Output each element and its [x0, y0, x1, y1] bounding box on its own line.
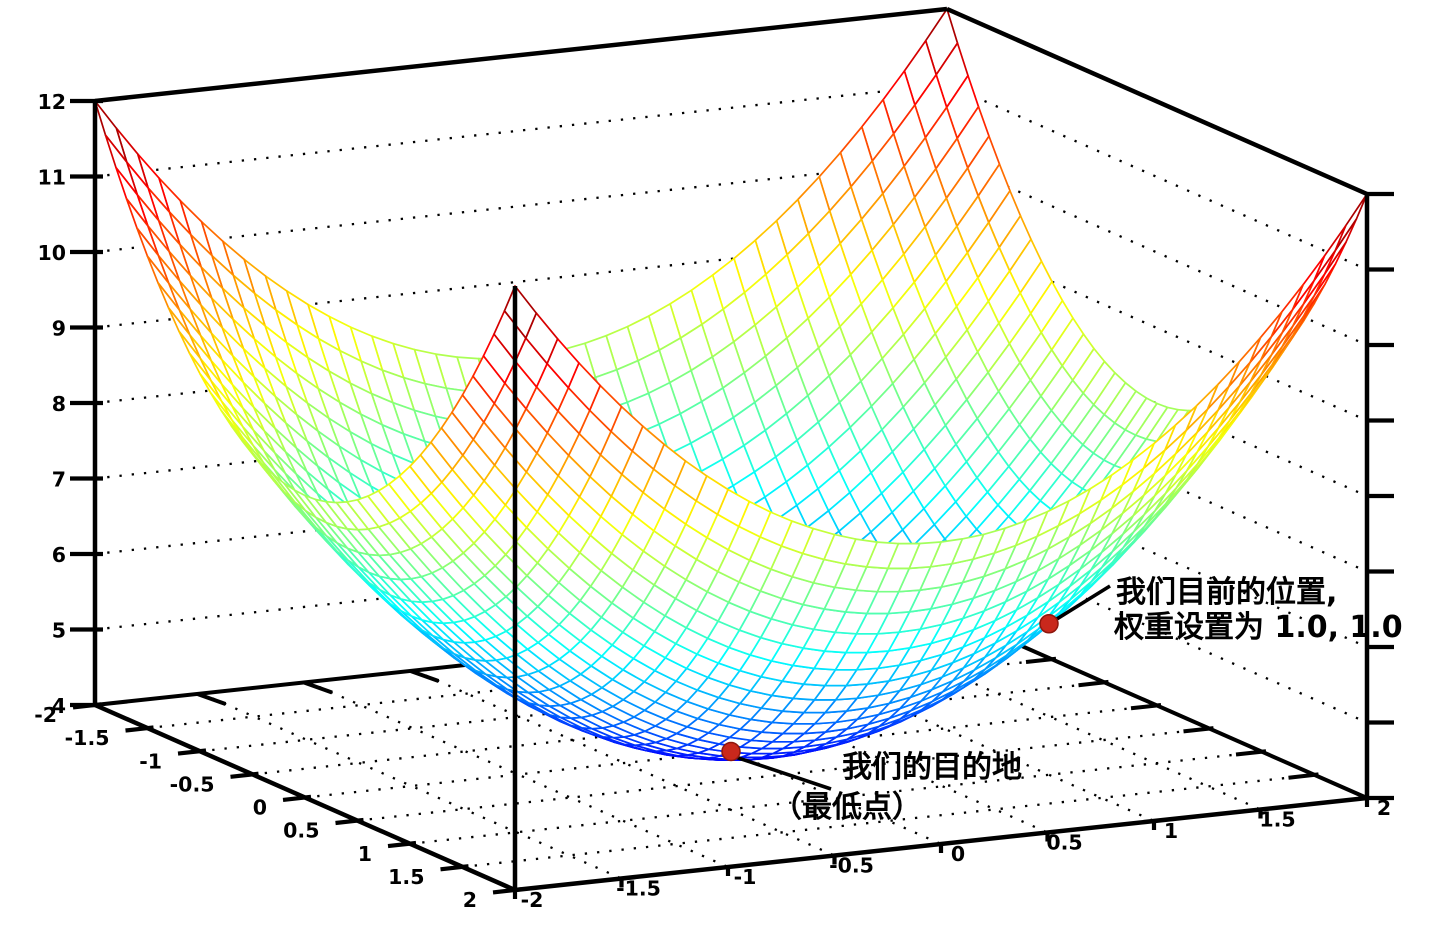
marker-current-position: [1039, 614, 1059, 634]
svg-text:-2: -2: [34, 703, 57, 727]
svg-text:11: 11: [37, 166, 66, 190]
svg-text:-2: -2: [521, 888, 544, 912]
x-axis: -2 -1.5 -1 -0.5 0 0.5 1 1.5 2: [34, 702, 522, 912]
svg-text:1: 1: [1164, 819, 1178, 843]
marker-destination: [721, 741, 741, 762]
svg-text:4: 4: [52, 694, 66, 718]
z-axis-right: [1367, 191, 1394, 801]
svg-text:-1: -1: [734, 865, 757, 889]
svg-text:-1.5: -1.5: [616, 877, 661, 901]
annotation-destination-line1: 我们的目的地: [842, 750, 1022, 785]
svg-text:-1.5: -1.5: [65, 726, 110, 750]
svg-text:2: 2: [463, 888, 477, 912]
svg-text:1.5: 1.5: [388, 865, 424, 889]
svg-text:0.5: 0.5: [1046, 831, 1082, 855]
svg-text:-1: -1: [139, 749, 162, 773]
annotation-destination-line2: （最低点）: [772, 790, 922, 825]
svg-text:0: 0: [951, 842, 965, 866]
svg-text:1.5: 1.5: [1259, 808, 1295, 832]
leader-line-destination: [730, 753, 832, 791]
surface-mesh: [94, 8, 1368, 762]
svg-text:0.5: 0.5: [283, 819, 319, 843]
svg-text:2: 2: [1377, 796, 1391, 820]
svg-text:1: 1: [358, 842, 372, 866]
annotation-current-position-line1: 我们目前的位置,: [1116, 575, 1338, 610]
svg-text:9: 9: [52, 317, 66, 341]
leader-line-current-position: [1048, 584, 1111, 626]
z-axis-left: 4 5 6 7 8 9 10 11 12: [37, 90, 103, 718]
svg-text:8: 8: [52, 392, 66, 416]
svg-text:5: 5: [52, 619, 66, 643]
svg-text:-0.5: -0.5: [170, 772, 215, 796]
annotation-current-position-line2: 权重设置为 1.0, 1.0: [1114, 610, 1403, 645]
y-axis: -2 -1.5 -1 -0.5 0 0.5 1 1.5 2: [512, 796, 1391, 912]
svg-text:0: 0: [253, 796, 267, 820]
svg-text:10: 10: [37, 241, 66, 265]
svg-text:12: 12: [37, 90, 66, 114]
svg-text:-0.5: -0.5: [829, 854, 874, 878]
svg-text:6: 6: [52, 543, 66, 567]
svg-text:7: 7: [52, 468, 66, 492]
